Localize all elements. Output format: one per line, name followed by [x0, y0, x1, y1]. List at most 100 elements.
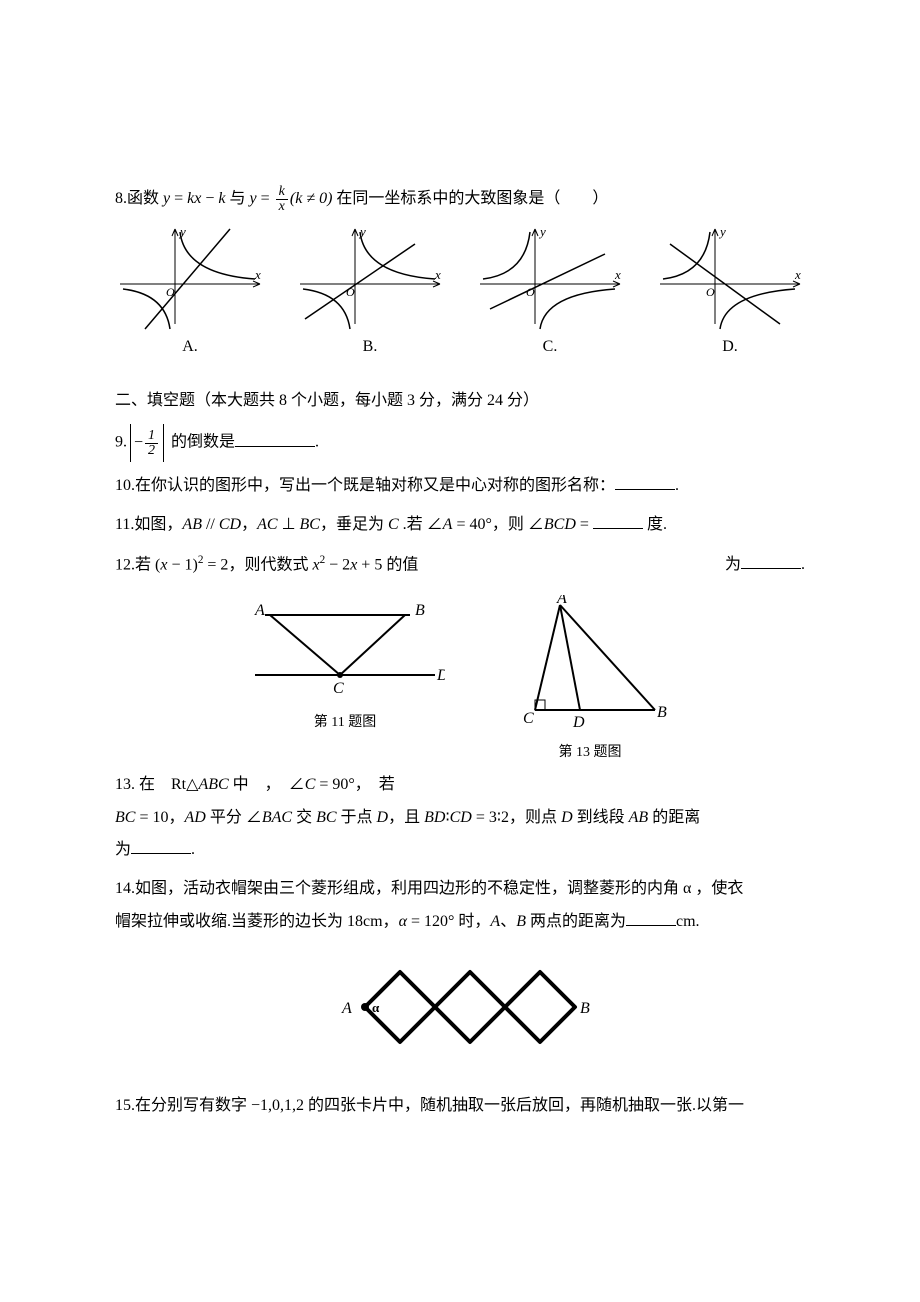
fig13-caption: 第 13 题图 [559, 741, 622, 761]
q8-frac: kx [276, 185, 288, 214]
graph-b-y: y [358, 224, 366, 239]
fig11-svg: A B C D [245, 595, 445, 705]
graph-d-label: D. [722, 338, 738, 356]
q13-ratio: = 3∶2 [472, 809, 509, 826]
q8-pre: 函数 [127, 190, 163, 207]
q8-eq1: = [170, 190, 187, 207]
q10-blank [615, 474, 675, 490]
q13-t3: 平分 [206, 809, 246, 826]
q10-period: . [675, 477, 679, 494]
graph-b-o: O [346, 285, 355, 299]
q8-mid: 与 [226, 190, 250, 207]
q8-m: − [201, 190, 218, 207]
fig13-B: B [657, 704, 667, 721]
q9-frac: 12 [145, 429, 158, 458]
fig13: A B C D 第 13 题图 [505, 595, 675, 761]
q13-t2: 中 ， [229, 776, 289, 793]
q10-text: 在你认识的图形中，写出一个既是轴对称又是中心对称的图形名称： [135, 477, 615, 494]
graph-d-x: x [794, 267, 801, 282]
question-11: 11.如图，AB // CD，AC ⊥ BC，垂足为 C .若 ∠A = 40°… [115, 511, 805, 540]
q13-t4: 交 [292, 809, 316, 826]
graph-c-x: x [614, 267, 621, 282]
graph-b-x: x [434, 267, 441, 282]
q8-post: 在同一坐标系中的大致图象是（ ） [332, 190, 608, 207]
fig14-A: A [341, 1000, 352, 1017]
q8-graph-a: y x O A. [115, 224, 265, 356]
graph-a-svg: y x O [115, 224, 265, 334]
q11-t4: .若 [399, 516, 427, 533]
q11-deg: 度. [643, 516, 667, 533]
q11-blank [593, 513, 643, 529]
q9-number: 9. [115, 434, 127, 451]
q13-d2: D [561, 809, 573, 826]
q13-bac: BAC [262, 809, 292, 826]
q11-t1: 如图， [134, 516, 182, 533]
q14-cm: cm. [676, 913, 700, 930]
q14-alpha: α [399, 913, 407, 930]
q12-p5: + 5 [357, 556, 382, 573]
question-12: 12.若 (x − 1)2 = 2，则代数式 x2 − 2x + 5 的值 [115, 550, 705, 580]
q11-t2: ， [241, 516, 257, 533]
q11-a: A [443, 516, 453, 533]
q8-kx: kx [187, 190, 201, 207]
graph-d-svg: y x O [655, 224, 805, 334]
fig11-B: B [415, 602, 425, 619]
q13-bd: BD [424, 809, 445, 826]
q13-bc: BC [115, 809, 135, 826]
fig11: A B C D 第 11 题图 [245, 595, 445, 731]
fig11-A: A [254, 602, 265, 619]
q13-ad: AD [184, 809, 205, 826]
q14-number: 14. [115, 880, 135, 897]
fig13-C: C [523, 710, 534, 727]
question-12-row: 12.若 (x − 1)2 = 2，则代数式 x2 − 2x + 5 的值 为. [115, 550, 805, 580]
q13-t1: 在 Rt△ [135, 776, 198, 793]
q13-eq90: = 90°， 若 [315, 776, 394, 793]
q8-graph-row: y x O A. y x O B. [115, 224, 805, 356]
graph-a-y: y [178, 224, 186, 239]
q15-number: 15. [115, 1097, 135, 1114]
fig-row-11-13: A B C D 第 11 题图 A B C D 第 13 题图 [115, 595, 805, 761]
graph-c-y: y [538, 224, 546, 239]
q13-abc: ABC [198, 776, 228, 793]
q13-t5: 于点 [337, 809, 377, 826]
q8-graph-c: y x O C. [475, 224, 625, 356]
q11-bcd: BCD [544, 516, 576, 533]
graph-a-x: x [254, 267, 261, 282]
q11-ang1: ∠ [427, 516, 443, 533]
q14-t3: 时， [454, 913, 490, 930]
q8-number: 8. [115, 190, 127, 207]
fig11-D: D [436, 667, 445, 684]
q11-ang2: ∠ [528, 516, 544, 533]
q8-graph-d: y x O D. [655, 224, 805, 356]
q12-m2x: − 2 [325, 556, 350, 573]
fig14-alpha: α [372, 1000, 380, 1015]
q9-abs: −12 [127, 424, 167, 462]
q13-t7: ，则点 [509, 809, 561, 826]
q12-t1: 若 [135, 556, 155, 573]
q11-par: // [202, 516, 219, 533]
q10-number: 10. [115, 477, 135, 494]
q12-blank [741, 553, 801, 569]
q12-t3: 的值 [382, 556, 418, 573]
q9-neg: − [134, 429, 143, 458]
q13-cd2: CD [450, 809, 472, 826]
q13-period: . [191, 841, 195, 858]
fig14-B: B [580, 1000, 590, 1017]
fig11-caption: 第 11 题图 [314, 711, 376, 731]
q11-bc: BC [300, 516, 320, 533]
q12-minus: − 1 [167, 556, 192, 573]
graph-a-o: O [166, 285, 175, 299]
q14-eq120: = 120° [407, 913, 454, 930]
q14-t2: 帽架拉伸或收缩.当菱形的边长为 18cm， [115, 913, 399, 930]
q8-k: k [218, 190, 225, 207]
question-10: 10.在你认识的图形中，写出一个既是轴对称又是中心对称的图形名称：. [115, 472, 805, 501]
q11-ab: AB [182, 516, 202, 533]
q12-wei: 为 [725, 556, 741, 573]
q9-frac-top: 1 [145, 429, 158, 444]
q12-number: 12. [115, 556, 135, 573]
q8-frac-top: k [276, 185, 288, 200]
fig11-C: C [333, 680, 344, 697]
q13-t8: 到线段 [573, 809, 629, 826]
graph-d-y: y [718, 224, 726, 239]
q9-post: 的倒数是 [167, 434, 235, 451]
